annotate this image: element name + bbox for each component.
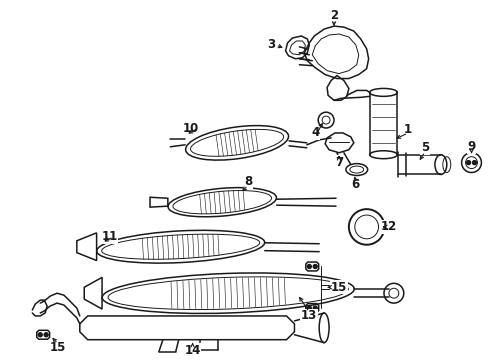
Circle shape bbox=[313, 265, 317, 269]
Circle shape bbox=[38, 333, 42, 337]
Text: 6: 6 bbox=[351, 178, 359, 191]
Circle shape bbox=[306, 306, 311, 310]
Text: 13: 13 bbox=[301, 310, 317, 323]
Text: 12: 12 bbox=[380, 220, 396, 233]
Text: 7: 7 bbox=[334, 156, 342, 169]
Circle shape bbox=[471, 161, 475, 165]
Text: 10: 10 bbox=[182, 122, 198, 135]
Text: 11: 11 bbox=[101, 230, 117, 243]
Text: 9: 9 bbox=[467, 140, 475, 153]
Text: 8: 8 bbox=[244, 175, 252, 188]
Text: 15: 15 bbox=[50, 341, 66, 354]
Circle shape bbox=[313, 306, 317, 310]
Text: 3: 3 bbox=[267, 39, 275, 51]
Circle shape bbox=[306, 265, 311, 269]
Text: 4: 4 bbox=[310, 126, 319, 139]
Circle shape bbox=[466, 161, 469, 165]
Text: 2: 2 bbox=[329, 9, 337, 22]
Text: 15: 15 bbox=[330, 281, 346, 294]
Text: 1: 1 bbox=[403, 123, 411, 136]
Text: 5: 5 bbox=[420, 141, 428, 154]
Text: 14: 14 bbox=[184, 344, 201, 357]
Circle shape bbox=[44, 333, 48, 337]
